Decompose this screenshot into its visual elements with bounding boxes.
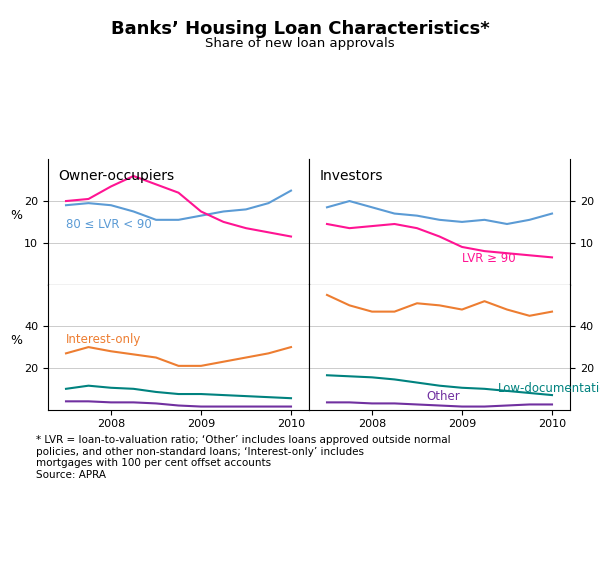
Text: Other: Other	[426, 390, 460, 403]
Y-axis label: %: %	[599, 347, 600, 360]
Text: Banks’ Housing Loan Characteristics*: Banks’ Housing Loan Characteristics*	[110, 20, 490, 38]
Text: * LVR = loan-to-valuation ratio; ‘Other’ includes loans approved outside normal
: * LVR = loan-to-valuation ratio; ‘Other’…	[36, 435, 451, 480]
Text: Investors: Investors	[319, 170, 383, 183]
Text: Interest-only: Interest-only	[66, 333, 142, 346]
Text: Owner-occupiers: Owner-occupiers	[58, 170, 175, 183]
Y-axis label: %: %	[10, 334, 22, 347]
Text: Low-documentation: Low-documentation	[498, 382, 600, 395]
Y-axis label: %: %	[10, 209, 22, 222]
Text: LVR ≥ 90: LVR ≥ 90	[462, 251, 515, 265]
Y-axis label: %: %	[599, 222, 600, 235]
Text: 80 ≤ LVR < 90: 80 ≤ LVR < 90	[66, 218, 152, 231]
Text: Share of new loan approvals: Share of new loan approvals	[205, 37, 395, 50]
